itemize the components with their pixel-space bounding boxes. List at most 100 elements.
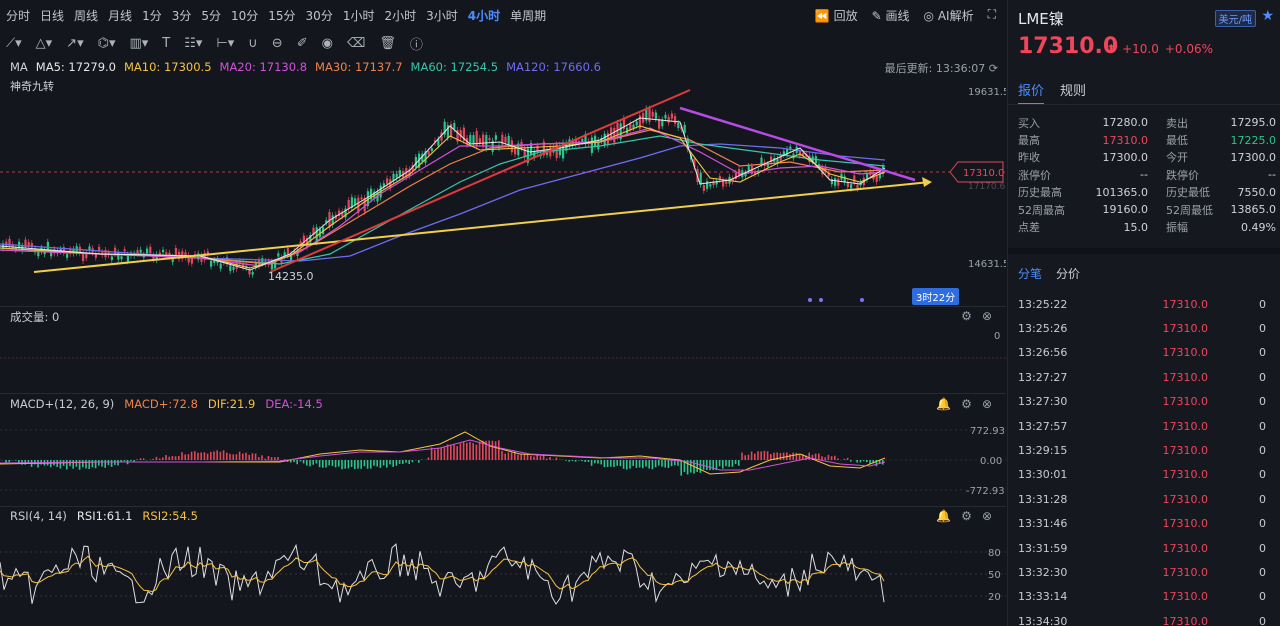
- macd-bar: [661, 460, 663, 467]
- event-dot[interactable]: [860, 298, 864, 302]
- unit-badge[interactable]: 美元/吨: [1214, 10, 1256, 27]
- candle: [866, 173, 869, 180]
- bell-icon[interactable]: 🔔: [936, 509, 952, 523]
- macd-bar: [171, 455, 174, 460]
- fib-tool-icon[interactable]: ☷▾: [184, 35, 203, 51]
- event-dot[interactable]: [808, 298, 812, 302]
- period-7[interactable]: 10分: [230, 8, 259, 23]
- period-5[interactable]: 3分: [171, 8, 192, 23]
- macd-bar: [517, 454, 519, 460]
- candle: [242, 263, 245, 268]
- replay-button[interactable]: ⏪ 回放: [814, 9, 858, 23]
- bars-tool-icon[interactable]: ▥▾: [129, 35, 149, 51]
- range-tool-icon[interactable]: ⊢▾: [216, 35, 235, 51]
- macd-bar: [866, 460, 868, 463]
- settings-icon[interactable]: ⚙: [961, 397, 972, 411]
- close-icon[interactable]: ⊗: [981, 309, 992, 323]
- period-6[interactable]: 5分: [201, 8, 221, 23]
- tick-volume: 0: [1259, 468, 1266, 482]
- macd-bar: [642, 460, 644, 469]
- period-13[interactable]: 4小时: [467, 8, 501, 23]
- period-12[interactable]: 3小时: [426, 8, 458, 23]
- axis-top-label: 19631.5: [968, 87, 1006, 98]
- tick-time: 13:25:22: [1018, 297, 1068, 311]
- candle: [706, 181, 709, 189]
- ma-label[interactable]: MA: [10, 60, 28, 74]
- quote-row: 买入 17280.0 卖出 17295.0: [1018, 114, 1276, 131]
- candle: [683, 124, 686, 133]
- period-3[interactable]: 月线: [108, 8, 133, 23]
- magnet-icon[interactable]: ∪: [248, 35, 258, 51]
- support-trendline: [33, 181, 931, 273]
- period-1[interactable]: 日线: [40, 8, 65, 23]
- eye-icon[interactable]: ◉: [321, 35, 333, 51]
- close-icon[interactable]: ⊗: [981, 397, 992, 411]
- macd-bar: [418, 460, 420, 463]
- candle: [338, 210, 341, 216]
- period-8[interactable]: 15分: [268, 8, 296, 23]
- period-11[interactable]: 2小时: [384, 8, 417, 23]
- macd-bar: [258, 457, 260, 460]
- candle: [37, 251, 40, 257]
- macd-bar: [722, 460, 724, 469]
- candle: [165, 252, 168, 255]
- line-tool-icon[interactable]: ⟋▾: [6, 35, 22, 51]
- candle: [24, 239, 27, 248]
- macd-bar: [216, 450, 218, 460]
- tab-rules[interactable]: 规则: [1060, 84, 1087, 99]
- trash-icon[interactable]: 🗑: [379, 35, 396, 51]
- text-tool-icon[interactable]: T: [162, 35, 171, 51]
- macd-bar: [120, 460, 122, 462]
- macd-bar: [594, 460, 596, 464]
- ai-analysis-button[interactable]: ◎ AI解析: [923, 9, 974, 23]
- settings-icon[interactable]: ⚙: [961, 509, 972, 523]
- candle: [117, 252, 120, 260]
- tick-price: 17310.0: [1162, 370, 1209, 384]
- candle: [290, 253, 293, 261]
- tick-volume: 0: [1259, 614, 1266, 626]
- macd-bar: [501, 450, 503, 460]
- macd-bar: [210, 451, 212, 460]
- candle: [357, 197, 360, 214]
- tick-time: 13:31:46: [1018, 517, 1068, 531]
- quote-row: 昨收 17300.0 今开 17300.0: [1018, 149, 1276, 166]
- fullscreen-icon[interactable]: ⛶: [987, 7, 996, 21]
- draw-line-button[interactable]: ✎ 画线: [871, 9, 910, 23]
- candle: [542, 141, 545, 156]
- period-4[interactable]: 1分: [142, 8, 162, 23]
- macd-bar: [453, 443, 455, 460]
- period-2[interactable]: 周线: [74, 8, 99, 23]
- nine-turn-label[interactable]: 神奇九转: [10, 80, 54, 93]
- quote-key: 买入: [1018, 116, 1040, 130]
- edit-icon[interactable]: ✐: [296, 35, 308, 51]
- macd-bar: [872, 460, 874, 464]
- tab-quote[interactable]: 报价: [1018, 80, 1045, 105]
- candle: [88, 246, 91, 251]
- candle: [766, 164, 769, 167]
- macd-bar: [290, 460, 292, 463]
- macd-bar: [296, 460, 298, 465]
- macd-bar: [491, 440, 494, 460]
- star-icon[interactable]: ★: [1261, 8, 1274, 24]
- triangle-tool-icon[interactable]: △▾: [35, 35, 53, 51]
- event-dot[interactable]: [819, 298, 823, 302]
- tab-ticks[interactable]: 分笔: [1018, 267, 1043, 281]
- tab-price-dist[interactable]: 分价: [1056, 267, 1081, 281]
- period-10[interactable]: 1小时: [342, 8, 375, 23]
- candle: [174, 248, 177, 256]
- bell-icon[interactable]: 🔔: [936, 397, 952, 411]
- period-14[interactable]: 单周期: [510, 8, 547, 23]
- candle: [472, 135, 475, 145]
- hide-icon[interactable]: ⊖: [271, 35, 283, 51]
- eraser-icon[interactable]: ⌫: [346, 35, 366, 51]
- macd-bar: [155, 456, 158, 460]
- arrow-tool-icon[interactable]: ↗▾: [66, 35, 84, 51]
- info-icon[interactable]: ⓘ: [409, 37, 423, 53]
- macd-bar: [312, 460, 314, 465]
- period-0[interactable]: 分时: [6, 8, 31, 23]
- settings-icon[interactable]: ⚙: [961, 309, 972, 323]
- period-9[interactable]: 30分: [305, 8, 333, 23]
- shape-tool-icon[interactable]: ⌬▾: [97, 35, 116, 51]
- tick-row: 13:27:27 17310.0 0: [1018, 365, 1276, 389]
- close-icon[interactable]: ⊗: [981, 509, 992, 523]
